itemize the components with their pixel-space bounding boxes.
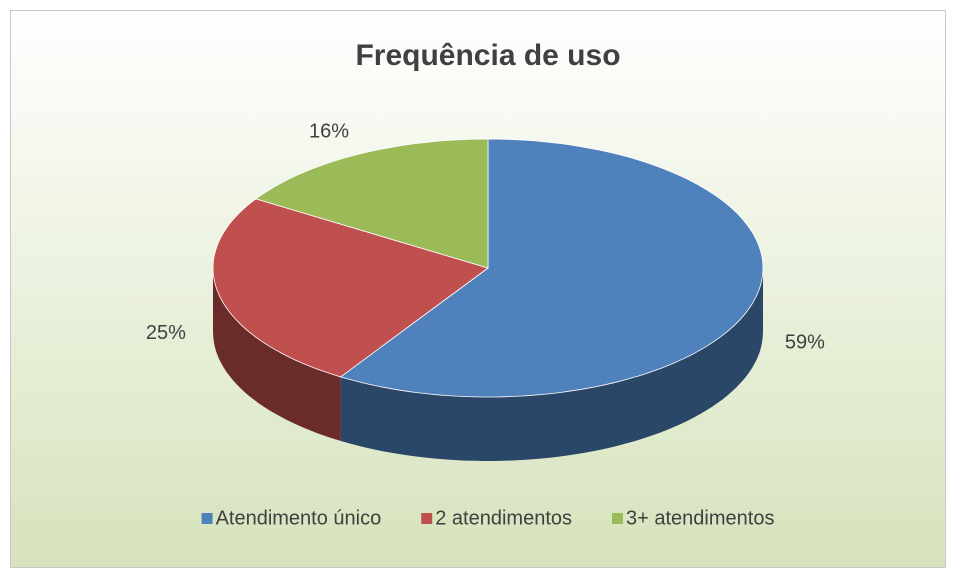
legend-label: Atendimento único [216,507,382,529]
chart-title: Frequência de uso [355,39,620,72]
legend-label: 3+ atendimentos [626,507,774,529]
legend-label: 2 atendimentos [435,507,572,529]
pie-slice [254,138,489,269]
pie-slice-side [340,268,763,461]
legend-swatch [421,513,433,524]
data-label: 59% [785,331,825,353]
pie-slice [339,138,764,398]
data-label: 25% [146,322,186,344]
pie-slice-side [213,268,341,441]
pie-slice [212,198,489,378]
data-label: 16% [309,121,349,143]
legend-swatch [612,513,623,524]
legend-swatch [201,513,213,524]
